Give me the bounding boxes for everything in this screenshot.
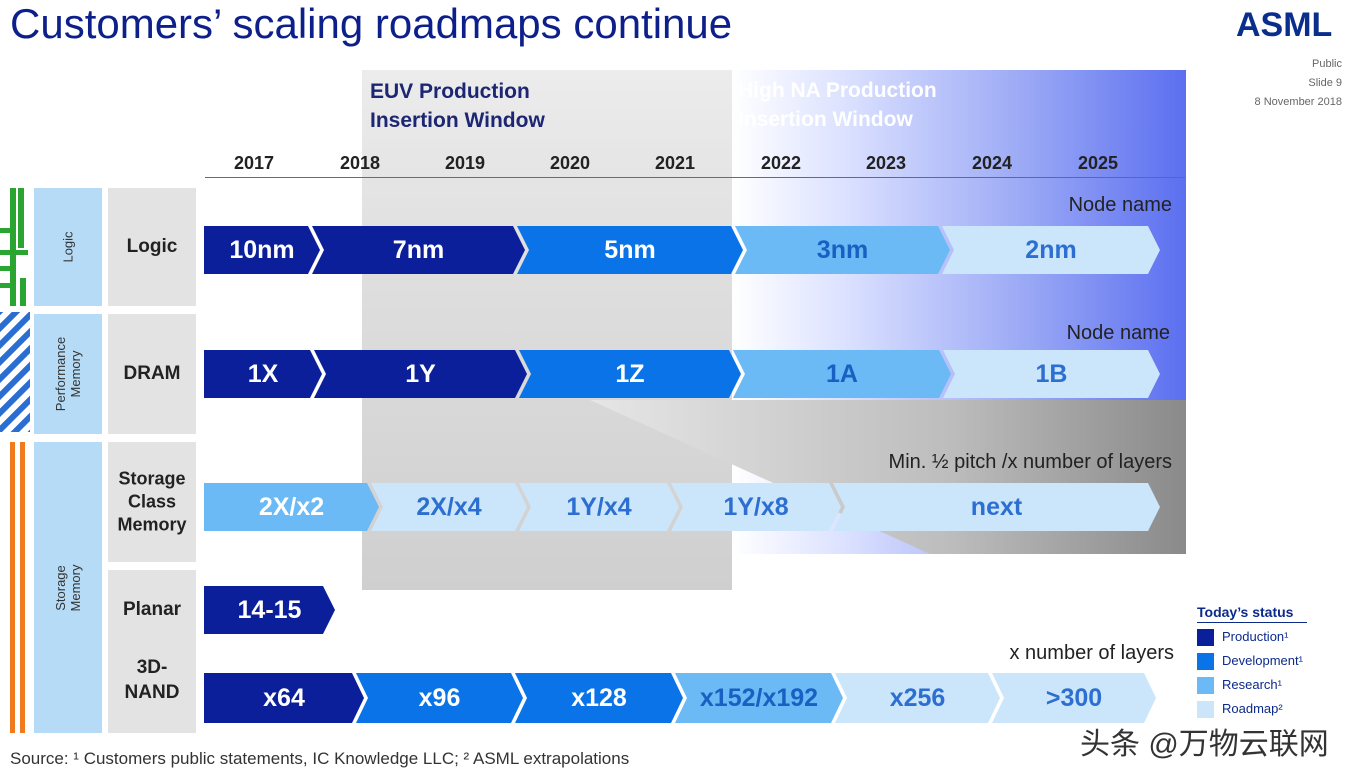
- page-title: Customers’ scaling roadmaps continue: [10, 0, 733, 47]
- year-label-2021: 2021: [654, 153, 696, 173]
- legend-label: Roadmap²: [1222, 701, 1283, 717]
- classification-label: Public: [1312, 58, 1342, 70]
- source-note: Source: ¹ Customers public statements, I…: [10, 749, 630, 768]
- row-label-planar-3d-nand: Planar 3D- NAND: [108, 570, 196, 733]
- roadmap-segment: 2X/x2: [204, 483, 379, 531]
- legend-label: Research¹: [1222, 677, 1282, 693]
- legend-item-production: Production¹: [1197, 629, 1307, 647]
- year-label-2018: 2018: [339, 153, 381, 173]
- legend-item-roadmap: Roadmap²: [1197, 701, 1307, 719]
- high-na-window-title: High NA Production Insertion Window: [738, 79, 937, 131]
- category-logic: Logic: [34, 188, 102, 306]
- roadmap-segment: 1A: [733, 350, 951, 398]
- row-label-dram: DRAM: [108, 314, 196, 434]
- roadmap-segment: 10nm: [204, 226, 320, 274]
- slide-number: Slide 9: [1308, 77, 1342, 89]
- legend-title: Today’s status: [1197, 604, 1307, 623]
- roadmap-segment: 1Z: [519, 350, 741, 398]
- roadmap-segment: 1Y: [314, 350, 527, 398]
- legend-item-research: Research¹: [1197, 677, 1307, 695]
- roadmap-segment: x152/x192: [675, 673, 843, 723]
- roadmap-segment: 2nm: [942, 226, 1160, 274]
- legend-swatch: [1197, 701, 1214, 719]
- year-axis-line: [205, 177, 1185, 178]
- roadmap-segment: >300: [992, 673, 1156, 723]
- roadmap-segment: x64: [204, 673, 364, 723]
- presentation-date: 8 November 2018: [1254, 96, 1342, 108]
- legend-swatch: [1197, 653, 1214, 671]
- roadmap-segment: 1X: [204, 350, 322, 398]
- watermark: 头条 @万物云联网: [1080, 728, 1329, 761]
- logic-caption: Node name: [1068, 194, 1172, 216]
- roadmap-segment: next: [833, 483, 1160, 531]
- legend: Today’s status Production¹ Development¹ Re…: [1197, 604, 1307, 725]
- roadmap-segment: 3nm: [735, 226, 950, 274]
- category-performance-memory: Performance Memory: [34, 314, 102, 434]
- dram-caption: Node name: [1066, 322, 1170, 344]
- roadmap-segment: x96: [356, 673, 523, 723]
- asml-logo: ASML: [1236, 6, 1333, 44]
- legend-label: Development¹: [1222, 653, 1303, 669]
- year-label-2022: 2022: [760, 153, 802, 173]
- row-label-logic: Logic: [108, 188, 196, 306]
- roadmap-segment: x256: [835, 673, 1000, 723]
- roadmap-segment: 2X/x4: [371, 483, 527, 531]
- roadmap-segment: 1Y/x4: [519, 483, 679, 531]
- roadmap-segment: x128: [515, 673, 683, 723]
- euv-window-title: EUV Production Insertion Window: [370, 80, 545, 132]
- roadmap-segment: 14-15: [204, 586, 335, 634]
- scm-caption: Min. ½ pitch /x number of layers: [888, 451, 1172, 473]
- 3d-nand-caption: x number of layers: [1009, 642, 1174, 664]
- category-color-stripes: [0, 188, 30, 733]
- year-label-2020: 2020: [549, 153, 591, 173]
- year-label-2019: 2019: [444, 153, 486, 173]
- roadmap-segment: 1Y/x8: [671, 483, 841, 531]
- legend-swatch: [1197, 677, 1214, 695]
- year-label-2024: 2024: [971, 153, 1013, 173]
- legend-item-development: Development¹: [1197, 653, 1307, 671]
- year-label-2025: 2025: [1077, 153, 1119, 173]
- year-label-2017: 2017: [233, 153, 275, 173]
- roadmap-segment: 1B: [943, 350, 1160, 398]
- roadmap-segment: 5nm: [517, 226, 743, 274]
- year-label-2023: 2023: [865, 153, 907, 173]
- legend-swatch: [1197, 629, 1214, 647]
- legend-label: Production¹: [1222, 629, 1289, 644]
- roadmap-segment: 7nm: [312, 226, 525, 274]
- category-storage-memory: Storage Memory: [34, 442, 102, 733]
- row-label-storage-class-memory: Storage Class Memory: [108, 442, 196, 562]
